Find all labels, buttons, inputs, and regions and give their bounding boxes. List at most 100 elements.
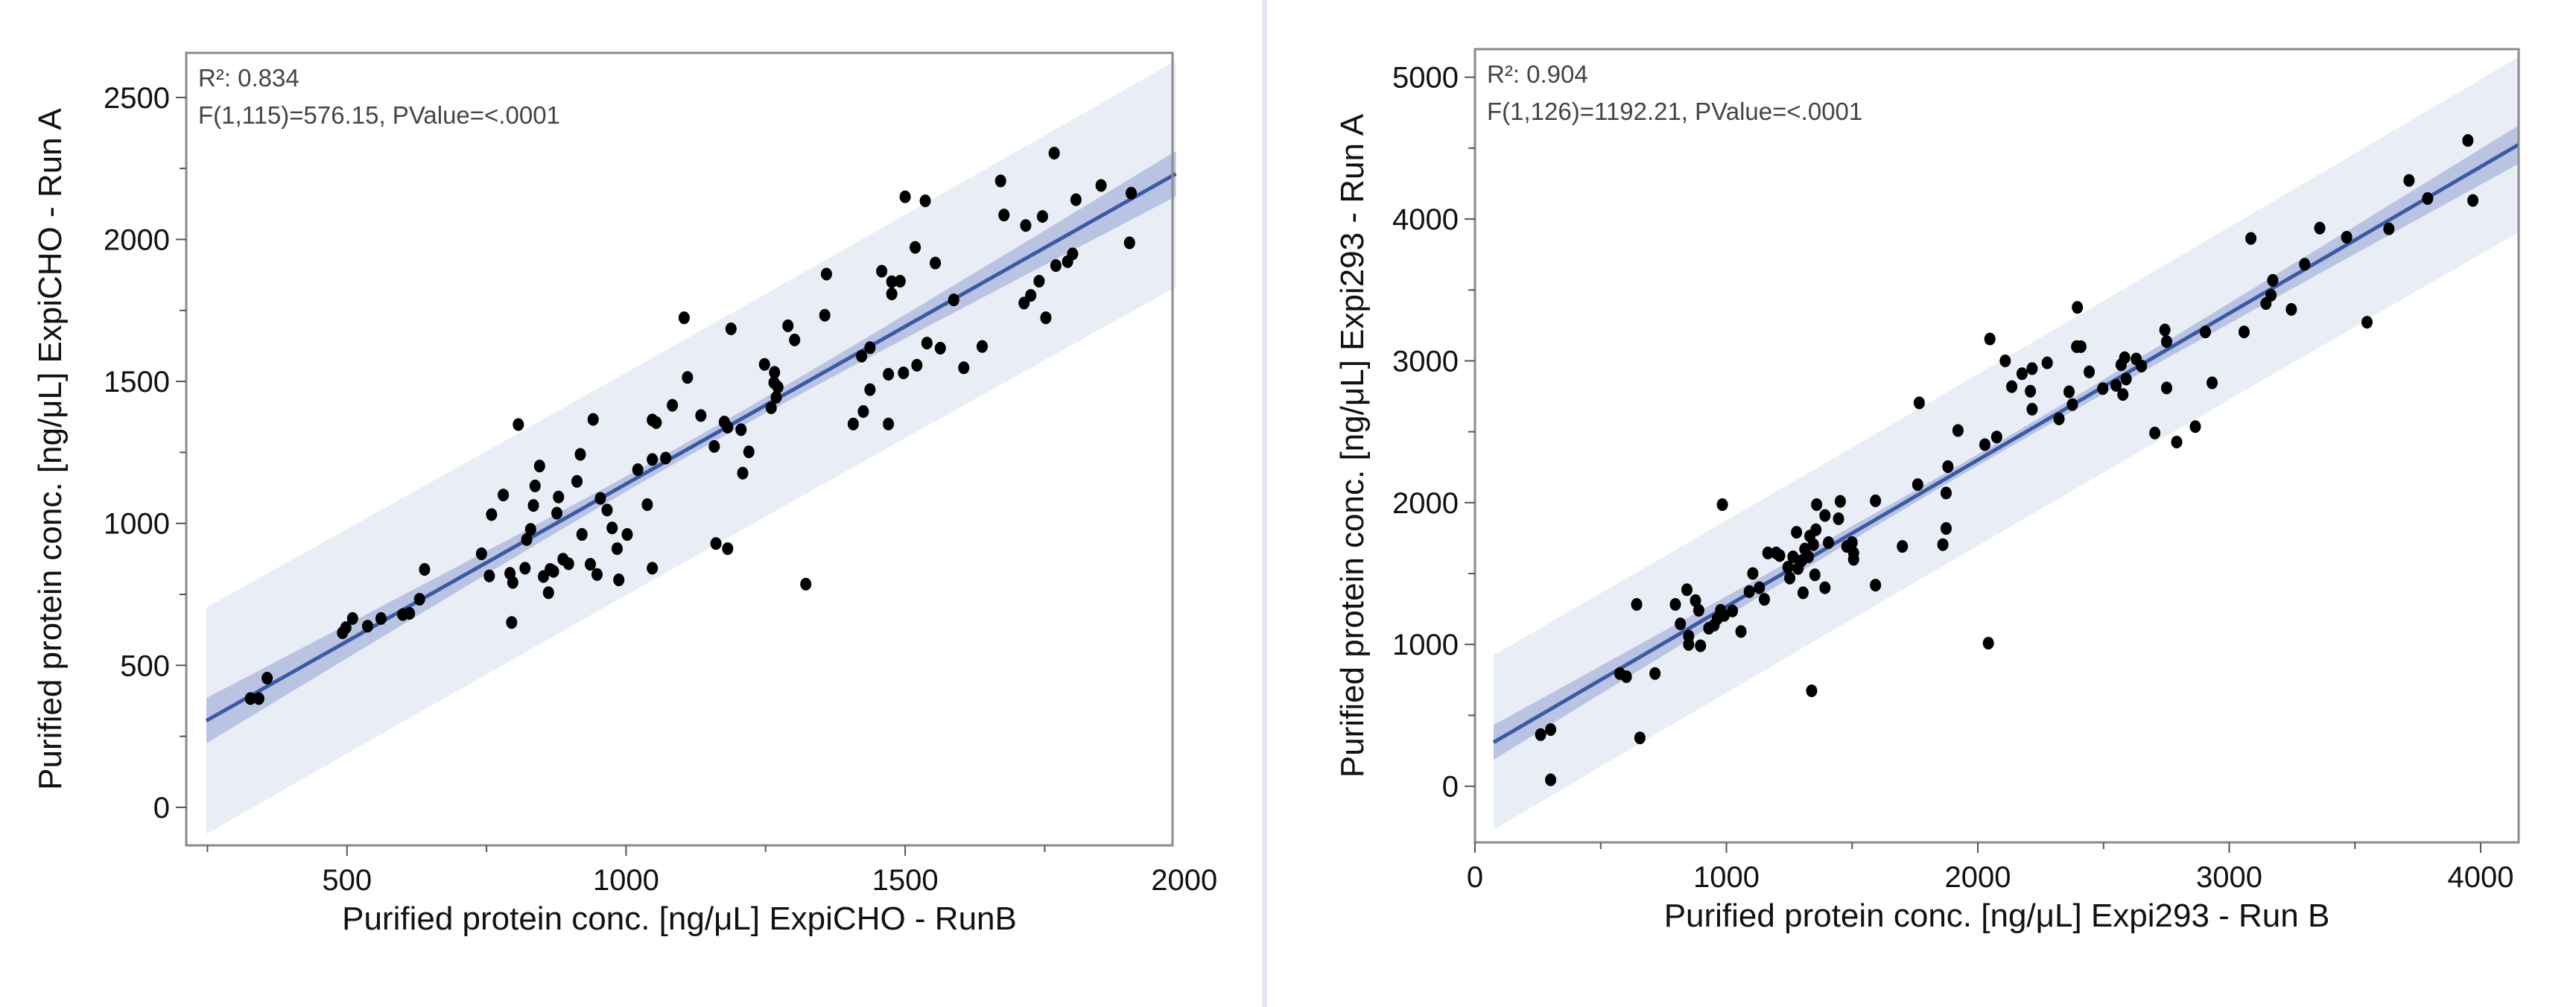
data-point <box>1758 593 1770 606</box>
data-point <box>650 416 662 429</box>
y-tick-label: 0 <box>153 792 170 825</box>
data-point <box>1675 617 1687 631</box>
data-point <box>660 451 672 465</box>
data-point <box>2149 426 2161 439</box>
data-point <box>601 504 613 517</box>
data-point <box>725 323 737 336</box>
regression-line <box>1492 143 2519 744</box>
data-point <box>611 542 623 556</box>
data-point <box>857 404 869 418</box>
data-point <box>2199 325 2211 339</box>
data-point <box>1937 538 1949 551</box>
data-point <box>1649 667 1661 680</box>
data-point <box>553 490 565 504</box>
data-point <box>1797 586 1809 600</box>
data-point <box>1036 210 1048 223</box>
data-point <box>2025 384 2037 398</box>
data-point <box>1535 728 1546 741</box>
plot-frame <box>1473 48 2520 844</box>
data-point <box>606 521 618 535</box>
data-point <box>533 460 545 473</box>
data-point <box>591 568 603 581</box>
data-point <box>1913 396 1925 410</box>
data-point <box>910 241 921 254</box>
data-point <box>647 562 659 575</box>
data-point <box>1806 684 1818 697</box>
data-point <box>2171 436 2183 449</box>
data-point <box>856 349 868 363</box>
data-point <box>1847 553 1859 566</box>
data-point <box>1070 193 1082 206</box>
data-point <box>899 190 911 203</box>
y-tick-label: 2500 <box>104 82 170 115</box>
data-point <box>1833 512 1844 526</box>
data-point <box>1990 431 2002 444</box>
y-axis-title: Purified protein conc. [ng/μL] ExpiCHO -… <box>32 108 69 790</box>
data-point <box>735 423 747 436</box>
data-point <box>1123 236 1135 250</box>
data-point <box>1743 585 1755 598</box>
data-point <box>948 293 959 307</box>
x-axis-title: Purified protein conc. [ng/μL] Expi293 -… <box>1664 898 2330 934</box>
data-point <box>2245 232 2257 245</box>
data-point <box>820 267 832 281</box>
data-point <box>770 390 782 404</box>
data-point <box>765 401 777 415</box>
data-point <box>1690 594 1701 607</box>
x-tick-label: 4000 <box>2448 861 2514 894</box>
data-point <box>772 381 784 394</box>
data-point <box>1897 540 1909 553</box>
chart-1: 500 1000 1500 2000 0 500 1000 1500 2000 2500 Purif… <box>32 51 1217 937</box>
data-point <box>1846 536 1858 550</box>
data-point <box>930 256 942 270</box>
data-point <box>253 692 264 705</box>
y-tick-label: 1000 <box>1392 629 1459 661</box>
data-point <box>2467 194 2479 207</box>
data-point <box>2097 382 2109 396</box>
data-point <box>1126 186 1138 200</box>
data-point <box>641 498 653 512</box>
data-point <box>886 275 898 288</box>
data-point <box>551 506 563 520</box>
data-point <box>632 463 644 477</box>
data-point <box>2136 360 2148 373</box>
data-point <box>737 466 749 480</box>
data-point <box>1693 603 1704 617</box>
data-point <box>2207 376 2218 390</box>
data-point <box>1634 731 1646 745</box>
x-tick-label: 2000 <box>1151 864 1217 897</box>
data-point <box>1811 498 1823 512</box>
data-point <box>1545 722 1557 736</box>
data-point <box>362 620 374 633</box>
data-point <box>1809 568 1821 582</box>
data-point <box>1735 625 1747 638</box>
data-point <box>1823 536 1835 550</box>
data-point <box>1810 523 1822 536</box>
data-point <box>576 528 588 541</box>
fit-statistics-text: F(1,115)=576.15, PValue=<.0001 <box>198 101 560 129</box>
data-point <box>486 508 498 521</box>
data-point <box>1984 332 1996 346</box>
data-point <box>1982 637 1994 650</box>
data-point <box>404 607 416 620</box>
y-tick-label: 0 <box>1442 771 1459 804</box>
data-point <box>524 523 536 536</box>
y-axis-title: Purified protein conc. [ng/μL] Expi293 -… <box>1334 113 1371 778</box>
data-point <box>2075 340 2087 353</box>
data-point <box>1545 773 1557 787</box>
data-point <box>498 489 510 502</box>
data-point <box>1803 550 1815 564</box>
fit-statistics-text: R²: 0.904 <box>1487 60 1588 88</box>
data-point <box>647 453 659 466</box>
data-point <box>2299 258 2311 271</box>
data-point <box>769 366 781 379</box>
data-point <box>574 448 586 461</box>
data-point <box>789 333 801 346</box>
data-point <box>1681 583 1693 597</box>
data-point <box>507 576 518 589</box>
data-point <box>958 361 970 375</box>
data-point <box>883 417 895 431</box>
data-point <box>594 492 606 505</box>
fit-statistics-text: R²: 0.834 <box>198 64 299 92</box>
data-point <box>934 341 946 355</box>
